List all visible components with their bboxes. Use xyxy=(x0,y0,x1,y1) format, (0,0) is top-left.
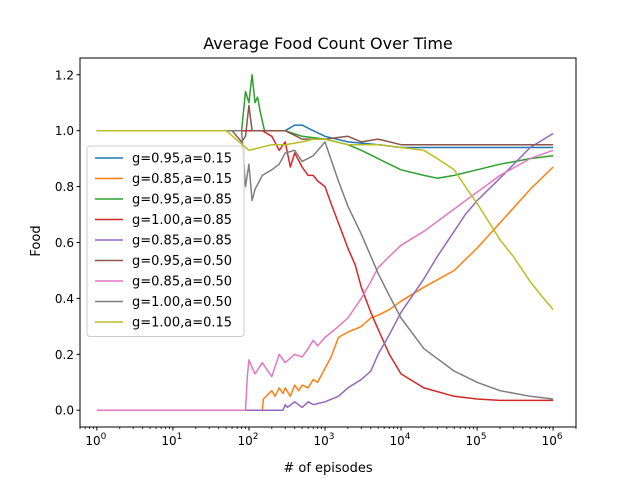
legend-box xyxy=(86,145,245,337)
y-tick-label: 0.6 xyxy=(55,236,74,250)
legend-label: g=1.00,a=0.15 xyxy=(132,316,232,331)
series-line-6 xyxy=(96,104,554,146)
legend-label: g=1.00,a=0.50 xyxy=(132,295,232,310)
legend-label: g=0.85,a=0.50 xyxy=(132,275,232,290)
series-line-3 xyxy=(96,74,554,179)
legend-label: g=0.95,a=0.15 xyxy=(132,152,232,167)
series-lines xyxy=(96,74,554,411)
series-line-8 xyxy=(96,129,554,400)
series-line-7 xyxy=(96,149,554,411)
series-line-2 xyxy=(96,166,554,411)
x-axis-label: # of episodes xyxy=(283,461,373,476)
legend-label: g=0.95,a=0.85 xyxy=(132,193,232,208)
y-tick-label: 0.8 xyxy=(55,180,74,194)
legend-label: g=0.85,a=0.15 xyxy=(132,172,232,187)
y-tick-label: 1.2 xyxy=(55,68,74,82)
y-tick-label: 0.2 xyxy=(55,348,74,362)
series-line-9 xyxy=(96,129,554,311)
series-line-4 xyxy=(96,129,554,402)
y-tick-label: 0.4 xyxy=(55,292,74,306)
y-tick-label: 1.0 xyxy=(55,124,74,138)
legend-label: g=1.00,a=0.85 xyxy=(132,213,232,228)
plot-area xyxy=(96,74,554,411)
series-line-5 xyxy=(96,132,554,411)
y-axis-label: Food xyxy=(29,225,44,256)
y-tick-label: 0.0 xyxy=(55,404,74,418)
chart-title: Average Food Count Over Time xyxy=(203,34,453,53)
legend-label: g=0.95,a=0.50 xyxy=(132,254,232,269)
legend: g=0.95,a=0.15 g=0.85,a=0.15 g=0.95,a=0.85 g… xyxy=(86,145,245,337)
legend-label: g=0.85,a=0.85 xyxy=(132,234,232,249)
